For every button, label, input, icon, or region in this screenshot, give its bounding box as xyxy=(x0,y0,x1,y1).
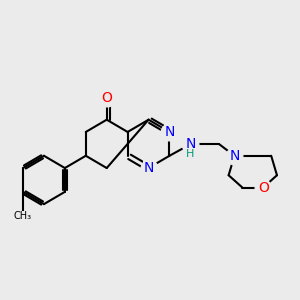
Text: N: N xyxy=(229,149,240,163)
Text: CH₃: CH₃ xyxy=(14,212,32,221)
Text: O: O xyxy=(258,181,269,194)
Text: H: H xyxy=(186,148,195,159)
Text: N: N xyxy=(143,161,154,175)
Text: N: N xyxy=(164,125,175,139)
Text: N: N xyxy=(185,137,196,151)
Text: O: O xyxy=(101,91,112,105)
